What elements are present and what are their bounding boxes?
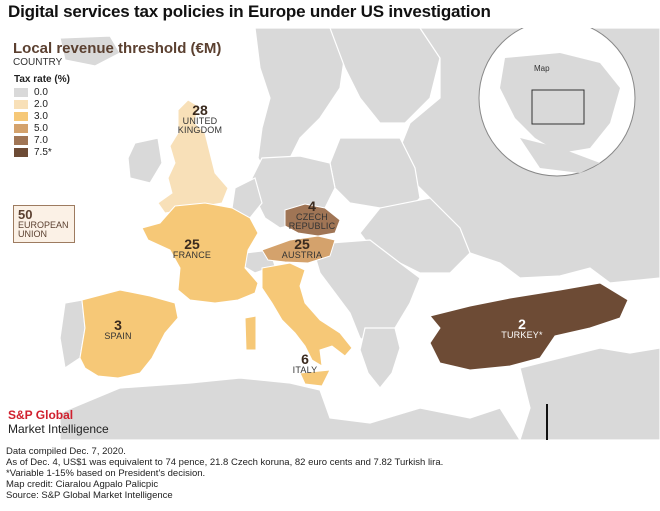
iceland-shape — [59, 35, 121, 67]
austria-label: 25 AUSTRIA — [282, 237, 322, 260]
italy-name: ITALY — [292, 365, 318, 375]
note-line: *Variable 1-15% based on President's dec… — [6, 468, 206, 479]
france-name: FRANCE — [172, 250, 212, 260]
brand: S&P Global Market Intelligence — [8, 408, 109, 436]
eu-number: 50 — [18, 207, 33, 222]
austria-number: 25 — [294, 236, 310, 252]
inset-frame — [531, 89, 585, 125]
czech-number: 4 — [308, 198, 316, 214]
legend-label: 5.0 — [34, 123, 48, 134]
page-title: Digital services tax policies in Europe … — [8, 2, 491, 21]
inset-globe — [478, 28, 636, 177]
turkey-shape — [429, 282, 629, 371]
italy-label: 6 ITALY — [293, 352, 318, 375]
uk-label: 28 UNITED KINGDOM — [178, 103, 222, 135]
legend-swatch — [14, 136, 28, 145]
spain-label: 3 SPAIN — [104, 318, 131, 341]
france-number: 25 — [184, 236, 200, 252]
divider-line — [546, 404, 548, 440]
map-svg — [59, 28, 660, 440]
finland-shape — [329, 28, 441, 124]
note-line: Map credit: Ciaralou Agpalo Palicpic — [6, 479, 159, 490]
france-shape — [141, 202, 259, 304]
tax-rate-title: Tax rate (%) — [14, 74, 70, 85]
sicily-shape — [299, 369, 331, 387]
austria-name: AUSTRIA — [281, 250, 323, 260]
legend-label: 7.0 — [34, 135, 48, 146]
eu-label-2: UNION — [18, 229, 47, 239]
legend-swatch — [14, 100, 28, 109]
turkey-name: TURKEY* — [501, 330, 543, 340]
legend-label: 7.5* — [34, 147, 52, 158]
greece-shape — [359, 327, 401, 389]
benelux-shape — [231, 177, 263, 219]
legend-swatch — [14, 148, 28, 157]
europe-map — [0, 28, 660, 440]
inset-label: Map — [534, 64, 550, 73]
legend-swatch — [14, 88, 28, 97]
czech-label-2: REPUBLIC — [288, 221, 336, 231]
legend-label: 2.0 — [34, 99, 48, 110]
italy-number: 6 — [301, 351, 309, 367]
uk-label-1: UNITED — [182, 116, 218, 126]
ireland-shape — [127, 137, 163, 184]
austria-shape — [261, 235, 336, 264]
sardinia-shape — [244, 315, 257, 351]
spain-shape — [79, 289, 179, 379]
spain-name: SPAIN — [104, 331, 132, 341]
france-label: 25 FRANCE — [173, 237, 211, 260]
legend-title: Local revenue threshold (€M) — [13, 40, 222, 57]
spain-number: 3 — [114, 317, 122, 333]
legend-item: 7.0 — [14, 135, 48, 146]
legend-item: 2.0 — [14, 99, 48, 110]
note-line: As of Dec. 4, US$1 was equivalent to 74 … — [6, 457, 444, 468]
legend-item: 0.0 — [14, 87, 48, 98]
uk-number: 28 — [192, 102, 208, 118]
note-line: Source: S&P Global Market Intelligence — [6, 490, 173, 501]
middle-east-shape — [519, 347, 660, 440]
legend-item: 3.0 — [14, 111, 48, 122]
legend-swatch — [14, 112, 28, 121]
czech-shape — [284, 203, 341, 237]
legend-swatch — [14, 124, 28, 133]
note-line: Data compiled Dec. 7, 2020. — [6, 446, 126, 457]
north-africa-shape — [59, 377, 521, 440]
eu-box: 50 EUROPEAN UNION — [13, 205, 75, 243]
czech-label: 4 CZECH REPUBLIC — [289, 199, 336, 231]
czech-label-1: CZECH — [296, 212, 328, 222]
turkey-label: 2 TURKEY* — [501, 317, 542, 340]
turkey-number: 2 — [518, 316, 526, 332]
legend-subtitle: COUNTRY — [13, 57, 63, 68]
legend-label: 0.0 — [34, 87, 48, 98]
legend-item: 7.5* — [14, 147, 52, 158]
footnotes: Data compiled Dec. 7, 2020. As of Dec. 4… — [6, 446, 443, 501]
legend-item: 5.0 — [14, 123, 48, 134]
uk-label-2: KINGDOM — [177, 125, 223, 135]
brand-sub: Market Intelligence — [8, 422, 109, 436]
brand-name: S&P Global — [8, 408, 74, 422]
italy-shape — [261, 262, 353, 367]
legend-label: 3.0 — [34, 111, 48, 122]
eu-label-1: EUROPEAN — [18, 220, 69, 230]
